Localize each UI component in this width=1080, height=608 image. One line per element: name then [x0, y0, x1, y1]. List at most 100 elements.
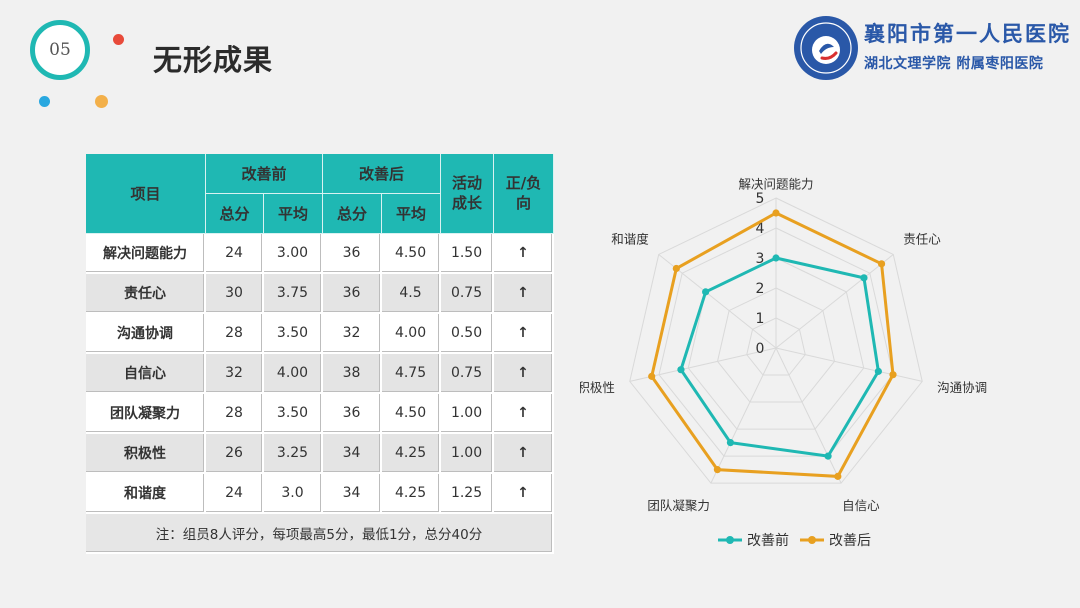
header-before: 改善前 [206, 154, 324, 194]
radar-tick-label: 5 [756, 191, 765, 207]
legend-marker [726, 536, 734, 544]
section-number-badge: 05 [30, 20, 90, 80]
radar-point [874, 367, 882, 375]
radar-category-label: 和谐度 [611, 232, 649, 247]
radar-tick-label: 2 [756, 281, 765, 297]
row-name: 自信心 [86, 354, 206, 394]
radar-grid-ring [746, 317, 806, 376]
before-total: 24 [206, 474, 264, 514]
section-number: 05 [49, 40, 71, 60]
header-before-total: 总分 [206, 194, 264, 234]
radar-category-label: 团队凝聚力 [647, 498, 710, 513]
header-after-avg: 平均 [382, 194, 442, 234]
radar-spoke [710, 347, 777, 484]
radar-point [677, 366, 685, 374]
radar-point [702, 288, 710, 296]
radar-tick-label: 4 [756, 221, 765, 237]
decor-dot-red [113, 34, 124, 45]
table-row: 解决问题能力 24 3.00 36 4.50 1.50 ↑ [86, 234, 555, 274]
header-after-total: 总分 [323, 194, 383, 234]
after-total: 34 [323, 474, 383, 514]
radar-point [889, 371, 897, 379]
radar-point [726, 439, 735, 447]
radar-point [877, 260, 886, 268]
logo-line2: 湖北文理学院 附属枣阳医院 [864, 56, 1044, 72]
before-avg: 3.25 [264, 434, 324, 474]
after-avg: 4.25 [382, 474, 442, 514]
before-total: 26 [206, 434, 264, 474]
growth-value: 0.75 [441, 354, 495, 394]
header-direction: 正/负向 [494, 154, 555, 234]
radar-category-label: 自信心 [842, 498, 880, 513]
results-table: 项目 改善前 改善后 活动成长 正/负向 总分 平均 总分 平均 解决问题能力 2… [86, 154, 555, 554]
table-row: 自信心 32 4.00 38 4.75 0.75 ↑ [86, 354, 555, 394]
table-row: 团队凝聚力 28 3.50 36 4.50 1.00 ↑ [86, 394, 555, 434]
radar-category-label: 积极性 [580, 380, 615, 395]
radar-point [672, 264, 680, 273]
radar-spoke [775, 254, 894, 349]
radar-grid-ring [658, 227, 894, 457]
direction-arrow: ↑ [494, 314, 555, 354]
radar-point [772, 254, 780, 262]
growth-value: 0.75 [441, 274, 495, 314]
radar-tick-label: 1 [756, 311, 765, 327]
before-avg: 3.75 [264, 274, 324, 314]
radar-point [824, 452, 832, 460]
table-row: 积极性 26 3.25 34 4.25 1.00 ↑ [86, 434, 555, 474]
after-avg: 4.75 [382, 354, 442, 394]
direction-arrow: ↑ [494, 434, 555, 474]
direction-arrow: ↑ [494, 274, 555, 314]
radar-tick-label: 0 [756, 341, 765, 357]
direction-arrow: ↑ [494, 394, 555, 434]
after-total: 32 [323, 314, 383, 354]
before-total: 28 [206, 314, 264, 354]
growth-value: 1.25 [441, 474, 495, 514]
radar-category-label: 解决问题能力 [738, 177, 813, 192]
radar-series-line [650, 211, 895, 478]
row-name: 责任心 [86, 274, 206, 314]
hospital-logo: 襄阳市第一人民医院 湖北文理学院 附属枣阳医院 [792, 12, 1072, 84]
growth-value: 1.50 [441, 234, 495, 274]
radar-category-label: 责任心 [903, 232, 941, 247]
radar-point [648, 372, 656, 380]
row-name: 团队凝聚力 [86, 394, 206, 434]
after-avg: 4.00 [382, 314, 442, 354]
header-item: 项目 [86, 154, 206, 234]
hospital-emblem-icon [794, 16, 858, 80]
radar-category-label: 沟通协调 [937, 380, 987, 395]
page-title: 无形成果 [153, 43, 274, 77]
legend-marker [808, 536, 816, 544]
decor-dot-blue [39, 96, 50, 107]
before-avg: 3.50 [264, 394, 324, 434]
radar-point [834, 472, 842, 480]
table-row: 责任心 30 3.75 36 4.5 0.75 ↑ [86, 274, 555, 314]
after-avg: 4.50 [382, 234, 442, 274]
growth-value: 1.00 [441, 394, 495, 434]
before-avg: 3.00 [264, 234, 324, 274]
legend-label: 改善后 [829, 533, 871, 549]
radar-point [772, 209, 780, 217]
direction-arrow: ↑ [494, 234, 555, 274]
after-total: 36 [323, 394, 383, 434]
radar-point [713, 466, 722, 474]
radar-grid-ring [716, 287, 836, 403]
decor-dot-orange [95, 95, 108, 108]
before-total: 24 [206, 234, 264, 274]
logo-line1: 襄阳市第一人民医院 [864, 21, 1071, 46]
before-total: 28 [206, 394, 264, 434]
before-avg: 3.50 [264, 314, 324, 354]
before-total: 32 [206, 354, 264, 394]
before-total: 30 [206, 274, 264, 314]
table-row: 沟通协调 28 3.50 32 4.00 0.50 ↑ [86, 314, 555, 354]
growth-value: 0.50 [441, 314, 495, 354]
table-note: 注：组员8人评分，每项最高5分，最低1分，总分40分 [86, 514, 555, 554]
legend-label: 改善前 [747, 532, 789, 549]
after-total: 36 [323, 234, 383, 274]
header-growth: 活动成长 [441, 154, 495, 234]
header-before-avg: 平均 [264, 194, 324, 234]
after-avg: 4.25 [382, 434, 442, 474]
before-avg: 4.00 [264, 354, 324, 394]
row-name: 和谐度 [86, 474, 206, 514]
